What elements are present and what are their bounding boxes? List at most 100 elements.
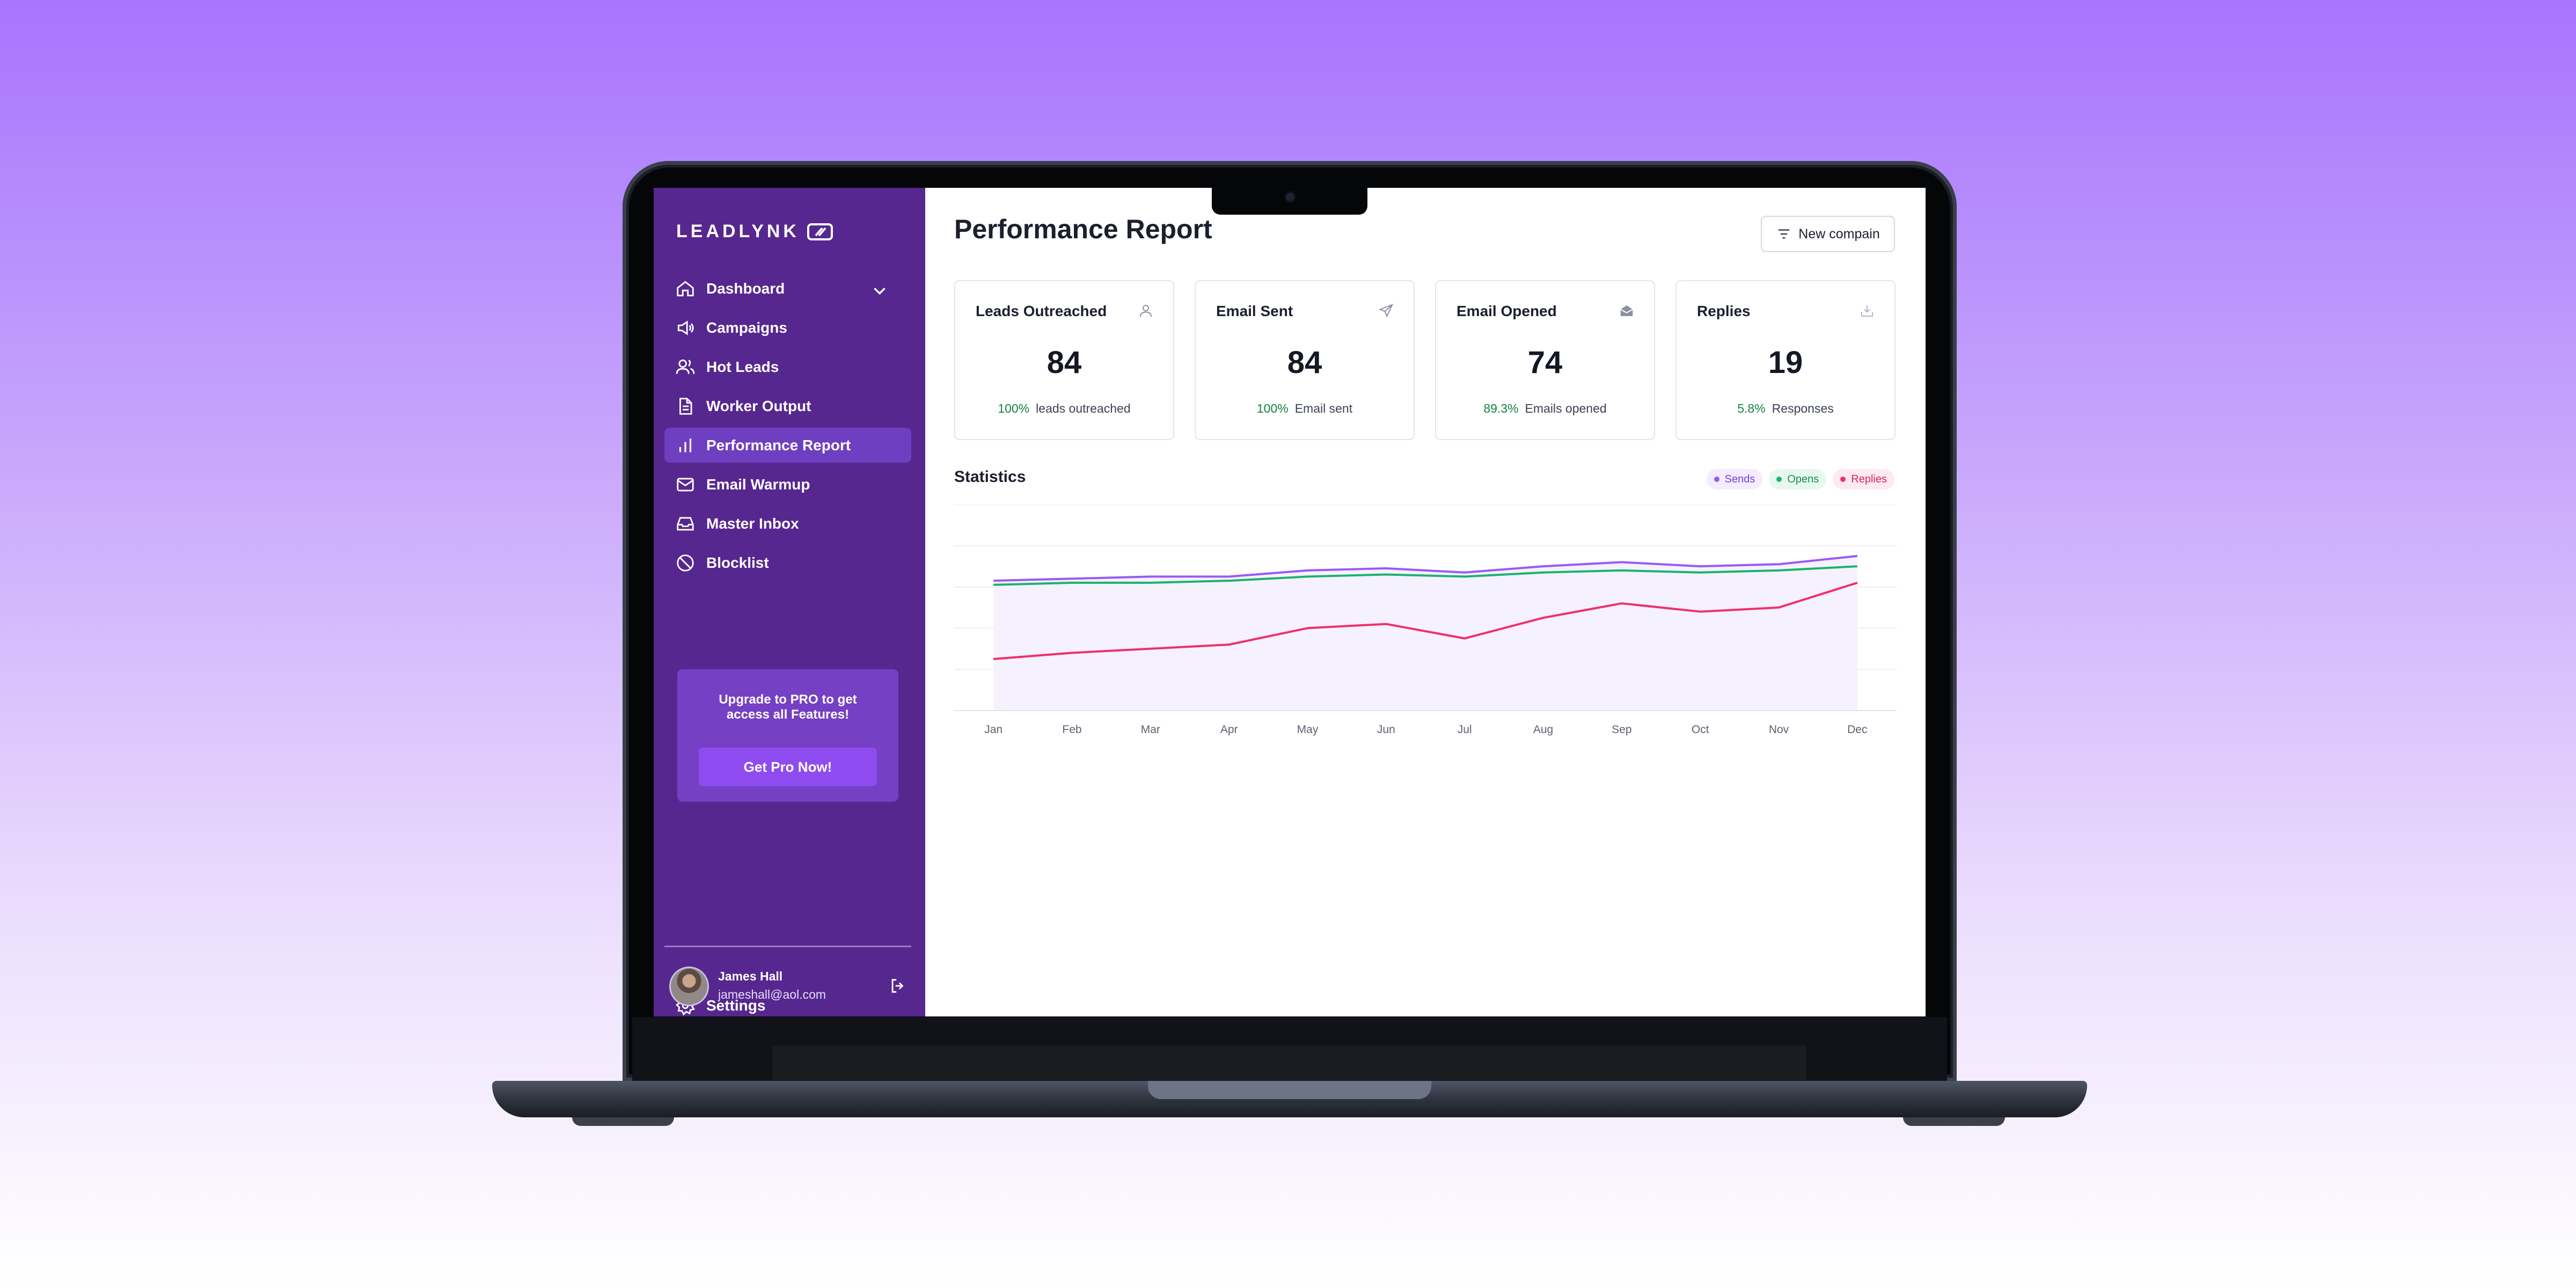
sidebar-item-email-warmup[interactable]: Email Warmup bbox=[664, 467, 911, 502]
brand-logo[interactable]: LEADLYNK bbox=[676, 221, 833, 242]
sidebar-item-hot-leads[interactable]: Hot Leads bbox=[664, 349, 911, 384]
user-profile: James Hall jameshall@aol.com bbox=[671, 966, 907, 1006]
sidebar-item-label: Dashboard bbox=[706, 280, 785, 297]
card-percent: 100% bbox=[998, 401, 1030, 415]
sidebar-item-label: Campaigns bbox=[706, 319, 787, 336]
series-line-opens bbox=[993, 565, 1857, 586]
x-tick-label: Jul bbox=[1458, 723, 1472, 736]
card-percent: 100% bbox=[1256, 401, 1289, 415]
camera-icon bbox=[1286, 193, 1294, 201]
legend-dot-icon bbox=[1714, 477, 1719, 482]
mail-open-icon bbox=[1620, 305, 1633, 316]
sidebar-item-dashboard[interactable]: Dashboard bbox=[664, 271, 911, 306]
laptop-foot-left bbox=[572, 1117, 674, 1126]
user-name: James Hall bbox=[718, 969, 783, 983]
x-tick-label: Feb bbox=[1062, 723, 1081, 736]
bar-chart-icon bbox=[679, 438, 692, 452]
card-title: Email Sent bbox=[1216, 303, 1293, 319]
sidebar-item-label: Blocklist bbox=[706, 554, 769, 571]
send-icon bbox=[1379, 303, 1394, 318]
avatar[interactable] bbox=[671, 968, 707, 1005]
main-content: Performance Report New compain Leads Out… bbox=[925, 188, 1926, 1016]
laptop-opening-notch bbox=[1148, 1081, 1431, 1099]
card-title: Leads Outreached bbox=[976, 303, 1107, 319]
settings-label: Settings bbox=[706, 997, 766, 1014]
sidebar-item-worker-output[interactable]: Worker Output bbox=[664, 389, 911, 423]
camera-notch bbox=[1212, 188, 1367, 215]
block-icon bbox=[677, 554, 694, 572]
stat-card-email-sent: Email Sent 84 100% Email sent bbox=[1195, 280, 1415, 440]
card-title: Email Opened bbox=[1457, 303, 1557, 319]
card-caption: Emails opened bbox=[1525, 401, 1607, 415]
legend-opens[interactable]: Opens bbox=[1769, 469, 1827, 489]
app-screen: LEADLYNK Dashboard Campaigns Hot Leads W… bbox=[654, 188, 1926, 1016]
legend-label: Opens bbox=[1787, 473, 1819, 485]
card-footer: 89.3% Emails opened bbox=[1436, 401, 1654, 416]
stat-card-replies: Replies 19 5.8% Responses bbox=[1675, 280, 1896, 440]
stat-card-leads-outreached: Leads Outreached 84 100% leads outreached bbox=[954, 280, 1174, 440]
card-percent: 89.3% bbox=[1483, 401, 1519, 415]
series-line-replies bbox=[993, 582, 1858, 660]
page-title: Performance Report bbox=[954, 214, 1212, 244]
users-icon bbox=[676, 359, 695, 374]
user-email: jameshall@aol.com bbox=[718, 987, 826, 1001]
chart-legend: Sends Opens Replies bbox=[1706, 469, 1894, 489]
logout-icon[interactable] bbox=[889, 977, 907, 995]
x-tick-label: Dec bbox=[1847, 723, 1867, 736]
new-campaign-button[interactable]: New compain bbox=[1761, 216, 1895, 252]
sidebar-item-performance-report[interactable]: Performance Report bbox=[664, 428, 911, 463]
document-icon bbox=[679, 397, 692, 415]
legend-dot-icon bbox=[1776, 477, 1782, 482]
card-value: 84 bbox=[1046, 345, 1082, 380]
filter-icon bbox=[1779, 229, 1790, 239]
card-caption: Email sent bbox=[1294, 401, 1353, 415]
card-footer: 100% leads outreached bbox=[955, 401, 1173, 416]
card-title: Replies bbox=[1697, 303, 1751, 319]
mail-icon bbox=[677, 477, 694, 492]
sidebar-nav: Dashboard Campaigns Hot Leads Worker Out… bbox=[664, 271, 911, 584]
home-icon bbox=[677, 281, 694, 296]
brand-name: LEADLYNK bbox=[676, 221, 800, 241]
statistics-chart: Jan Feb Mar Apr May Jun Jul Aug Sep Oct Nov Dec bbox=[954, 504, 1897, 736]
x-tick-label: May bbox=[1297, 723, 1319, 736]
sidebar-item-blocklist[interactable]: Blocklist bbox=[664, 545, 911, 580]
megaphone-icon bbox=[677, 320, 694, 335]
legend-label: Sends bbox=[1724, 473, 1755, 485]
inbox-download-icon bbox=[1861, 305, 1873, 317]
legend-replies[interactable]: Replies bbox=[1833, 469, 1894, 489]
user-icon bbox=[1140, 305, 1152, 317]
upgrade-text: Upgrade to PRO to get access all Feature… bbox=[719, 692, 857, 722]
card-value: 19 bbox=[1768, 345, 1803, 380]
statistics-title: Statistics bbox=[954, 468, 1026, 486]
card-footer: 100% Email sent bbox=[1196, 401, 1414, 416]
stat-card-email-opened: Email Opened 74 89.3% Emails opened bbox=[1435, 280, 1655, 440]
laptop-foot-right bbox=[1903, 1117, 2005, 1126]
sidebar-item-label: Performance Report bbox=[706, 436, 851, 453]
x-tick-label: Nov bbox=[1769, 723, 1789, 736]
laptop-chin-inner bbox=[773, 1045, 1806, 1080]
legend-label: Replies bbox=[1851, 473, 1887, 485]
x-tick-label: Mar bbox=[1141, 723, 1160, 736]
sidebar-item-campaigns[interactable]: Campaigns bbox=[664, 310, 911, 345]
card-caption: Responses bbox=[1772, 401, 1834, 415]
x-tick-label: Jan bbox=[984, 723, 1002, 736]
link-logo-icon bbox=[807, 223, 833, 240]
legend-sends[interactable]: Sends bbox=[1706, 469, 1763, 489]
x-tick-label: Oct bbox=[1692, 723, 1709, 736]
get-pro-button[interactable]: Get Pro Now! bbox=[699, 748, 877, 786]
card-percent: 5.8% bbox=[1737, 401, 1766, 415]
chevron-down-icon[interactable] bbox=[869, 281, 890, 301]
card-footer: 5.8% Responses bbox=[1677, 401, 1894, 416]
new-campaign-label: New compain bbox=[1798, 226, 1880, 241]
x-tick-label: Sep bbox=[1612, 723, 1631, 736]
card-caption: leads outreached bbox=[1036, 401, 1131, 415]
sidebar-item-master-inbox[interactable]: Master Inbox bbox=[664, 506, 911, 541]
sends-area bbox=[993, 556, 1857, 711]
legend-dot-icon bbox=[1840, 477, 1846, 482]
upgrade-card: Upgrade to PRO to get access all Feature… bbox=[677, 669, 898, 802]
sidebar-item-label: Master Inbox bbox=[706, 515, 799, 532]
inbox-icon bbox=[677, 516, 694, 531]
card-value: 74 bbox=[1527, 345, 1563, 380]
series-line-sends bbox=[993, 555, 1858, 582]
sidebar-item-label: Hot Leads bbox=[706, 358, 779, 375]
